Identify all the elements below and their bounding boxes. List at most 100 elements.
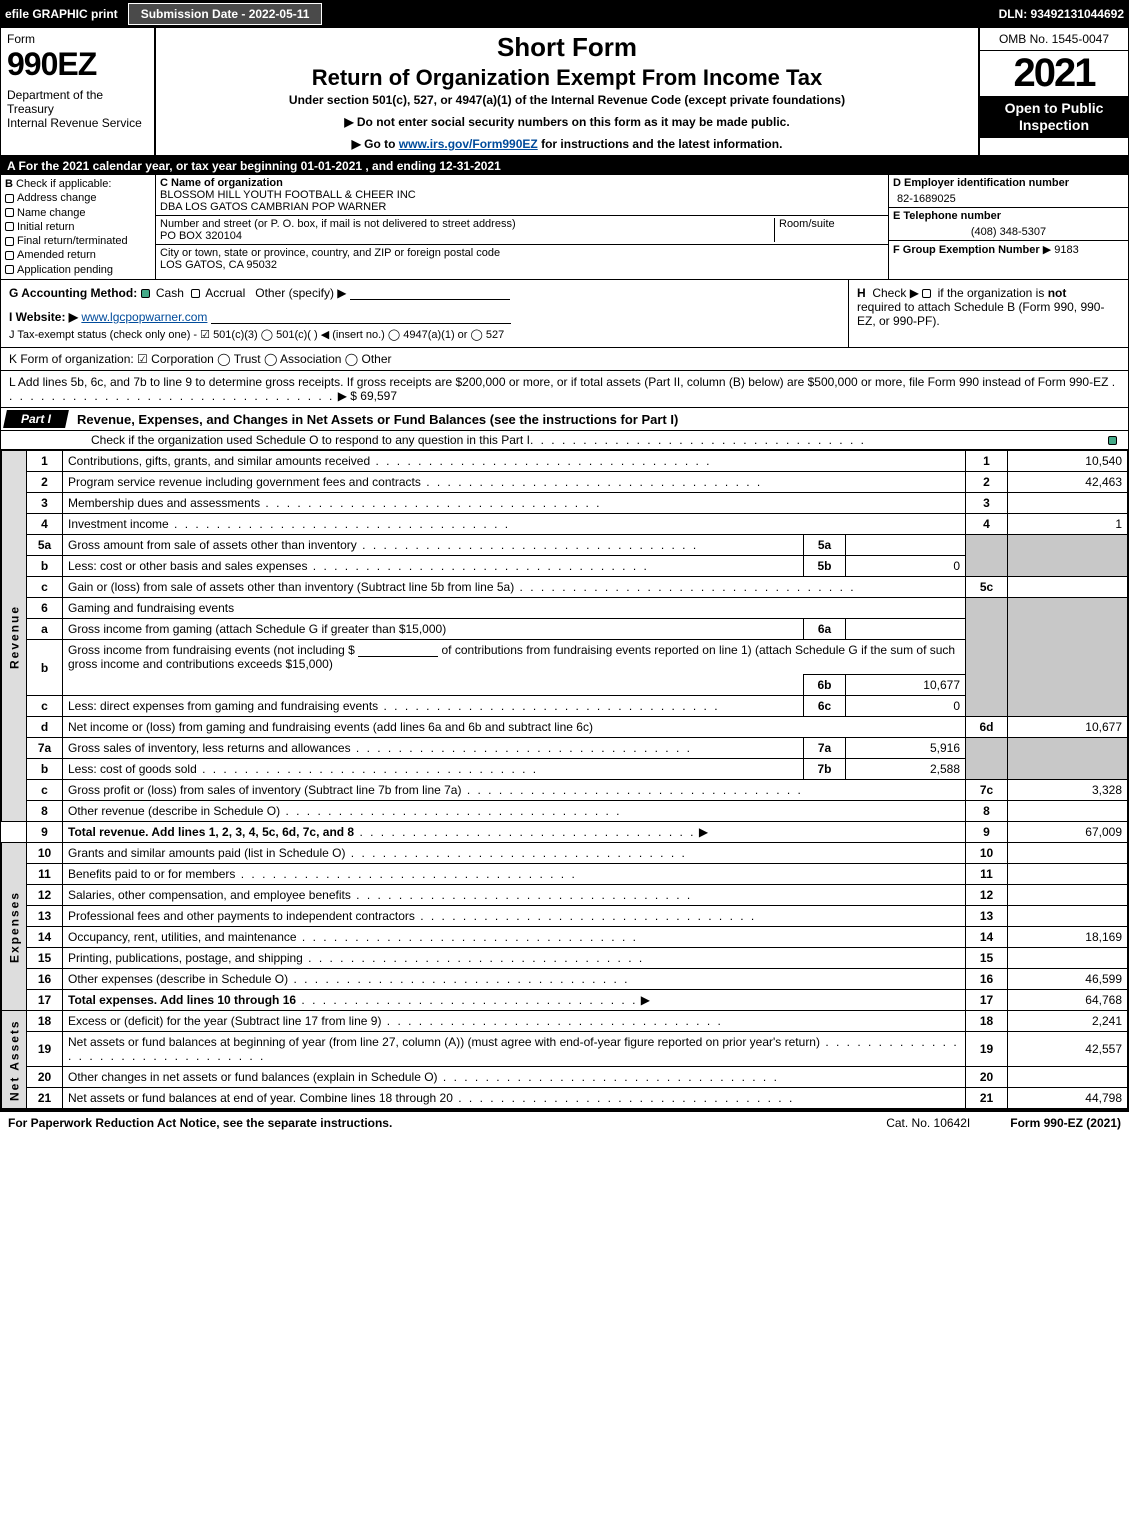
f-val: 9183 — [1054, 244, 1078, 256]
header-center: Short Form Return of Organization Exempt… — [156, 28, 978, 155]
t-7a: Gross sales of inventory, less returns a… — [68, 741, 692, 755]
box-14: 14 — [966, 927, 1008, 948]
goto-link[interactable]: www.irs.gov/Form990EZ — [399, 137, 538, 151]
box-5c: 5c — [966, 577, 1008, 598]
mid-6b: 6b — [804, 675, 846, 696]
footer-right-pre: Form — [1010, 1116, 1043, 1130]
goto-pre: Go to — [364, 137, 399, 151]
footer-right-post: (2021) — [1083, 1116, 1121, 1130]
amt-1: 10,540 — [1008, 451, 1128, 472]
chk-pending[interactable] — [5, 265, 14, 274]
t-21: Net assets or fund balances at end of ye… — [68, 1091, 794, 1105]
b-text: Check if applicable: — [16, 178, 111, 190]
omb: OMB No. 1545-0047 — [980, 28, 1128, 51]
l-line: L Add lines 5b, 6c, and 7b to line 9 to … — [1, 371, 1128, 408]
box-10: 10 — [966, 843, 1008, 864]
i-lab: I Website: ▶ — [9, 310, 78, 324]
department: Department of the Treasury Internal Reve… — [7, 89, 148, 130]
t-7c: Gross profit or (loss) from sales of inv… — [68, 783, 803, 797]
amt-14: 18,169 — [1008, 927, 1128, 948]
chk-h[interactable] — [922, 289, 931, 298]
amt-19: 42,557 — [1008, 1032, 1128, 1067]
amt-17: 64,768 — [1008, 990, 1128, 1011]
mid-7a: 7a — [804, 738, 846, 759]
part1-sub: Check if the organization used Schedule … — [1, 431, 1128, 450]
amt-15 — [1008, 948, 1128, 969]
efile-label: efile GRAPHIC print — [5, 7, 118, 21]
t-6a: Gross income from gaming (attach Schedul… — [63, 619, 804, 640]
t-19: Net assets or fund balances at beginning… — [68, 1035, 959, 1063]
lines-table: Revenue 1 Contributions, gifts, grants, … — [1, 450, 1128, 1109]
t-10: Grants and similar amounts paid (list in… — [68, 846, 687, 860]
h-lab: H — [857, 286, 866, 300]
mid-5b: 5b — [804, 556, 846, 577]
amt-12 — [1008, 885, 1128, 906]
amt-16: 46,599 — [1008, 969, 1128, 990]
opt-pending: Application pending — [17, 264, 113, 276]
amt-7c: 3,328 — [1008, 780, 1128, 801]
chk-amended[interactable] — [5, 251, 14, 260]
blank-6b[interactable] — [358, 643, 438, 657]
chk-address[interactable] — [5, 194, 14, 203]
j-line: J Tax-exempt status (check only one) - ☑… — [9, 328, 840, 341]
c-street-row: Number and street (or P. O. box, if mail… — [156, 216, 888, 245]
form-number: 990EZ — [7, 46, 148, 83]
box-20: 20 — [966, 1067, 1008, 1088]
box-9: 9 — [966, 822, 1008, 843]
h-rest2: required to attach Schedule B (Form 990,… — [857, 300, 1104, 328]
t-17: Total expenses. Add lines 10 through 16 — [68, 993, 296, 1007]
amt-5c — [1008, 577, 1128, 598]
amt-6d: 10,677 — [1008, 717, 1128, 738]
t-14: Occupancy, rent, utilities, and maintena… — [68, 930, 638, 944]
part1-tab-text: Part I — [21, 412, 51, 426]
t-8: Other revenue (describe in Schedule O) — [68, 804, 621, 818]
t-1: Contributions, gifts, grants, and simila… — [68, 454, 712, 468]
submission-date: Submission Date - 2022-05-11 — [128, 3, 323, 25]
t-15: Printing, publications, postage, and shi… — [68, 951, 644, 965]
t-2: Program service revenue including govern… — [68, 475, 762, 489]
t-4: Investment income — [68, 517, 510, 531]
row-bcd: B Check if applicable: Address change Na… — [1, 175, 1128, 280]
amt-2: 42,463 — [1008, 472, 1128, 493]
t-7b: Less: cost of goods sold — [68, 762, 538, 776]
part1-sub-text: Check if the organization used Schedule … — [91, 433, 530, 447]
box-def: D Employer identification number 82-1689… — [888, 175, 1128, 279]
chk-accrual[interactable] — [191, 289, 200, 298]
box-3: 3 — [966, 493, 1008, 514]
midamt-6a — [846, 619, 966, 640]
f-lab: F Group Exemption Number — [893, 244, 1040, 256]
footer: For Paperwork Reduction Act Notice, see … — [0, 1111, 1129, 1134]
ln-1: 1 — [27, 451, 63, 472]
chk-initial[interactable] — [5, 222, 14, 231]
city-lab: City or town, state or province, country… — [160, 247, 500, 259]
box-7c: 7c — [966, 780, 1008, 801]
t-13: Professional fees and other payments to … — [68, 909, 756, 923]
chk-cash[interactable] — [141, 289, 150, 298]
dln: DLN: 93492131044692 — [999, 7, 1124, 21]
part1-sub-dots — [530, 433, 866, 447]
t-5a: Gross amount from sale of assets other t… — [68, 538, 698, 552]
chk-name[interactable] — [5, 208, 14, 217]
midamt-6c: 0 — [846, 696, 966, 717]
box-1: 1 — [966, 451, 1008, 472]
footer-cat: Cat. No. 10642I — [886, 1116, 970, 1130]
opt-address: Address change — [17, 192, 97, 204]
amt-9: 67,009 — [1008, 822, 1128, 843]
other-specify[interactable] — [350, 286, 510, 300]
amt-4: 1 — [1008, 514, 1128, 535]
footer-left: For Paperwork Reduction Act Notice, see … — [8, 1116, 392, 1130]
city-val: LOS GATOS, CA 95032 — [160, 259, 277, 271]
box-c: C Name of organization BLOSSOM HILL YOUT… — [156, 175, 888, 279]
midamt-7a: 5,916 — [846, 738, 966, 759]
part1-sub-check[interactable] — [1108, 436, 1117, 445]
t-20: Other changes in net assets or fund bala… — [68, 1070, 779, 1084]
website-link[interactable]: www.lgcpopwarner.com — [81, 310, 207, 324]
chk-final[interactable] — [5, 237, 14, 246]
midamt-7b: 2,588 — [846, 759, 966, 780]
tax-year: 2021 — [980, 51, 1128, 96]
box-8: 8 — [966, 801, 1008, 822]
room-lab: Room/suite — [779, 218, 835, 230]
box-19: 19 — [966, 1032, 1008, 1067]
street-val: PO BOX 320104 — [160, 230, 242, 242]
donot-line: Do not enter social security numbers on … — [164, 115, 970, 129]
